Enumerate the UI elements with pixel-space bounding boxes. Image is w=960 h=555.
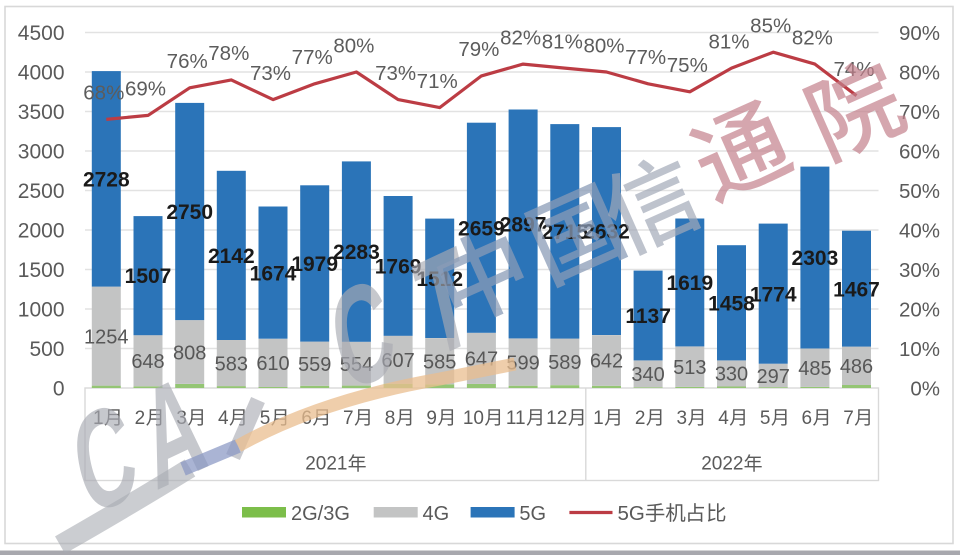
svg-text:85%: 85%	[750, 15, 791, 38]
svg-text:78%: 78%	[208, 42, 249, 65]
svg-text:4G: 4G	[423, 503, 450, 525]
svg-text:2142: 2142	[208, 245, 255, 268]
svg-text:297: 297	[757, 366, 790, 388]
svg-text:5: 5	[260, 408, 271, 429]
svg-text:585: 585	[423, 352, 456, 374]
svg-text:1674: 1674	[250, 262, 297, 285]
svg-text:5G: 5G	[618, 502, 645, 525]
svg-text:2500: 2500	[18, 180, 65, 203]
svg-text:4: 4	[218, 408, 229, 429]
svg-text:0%: 0%	[910, 377, 940, 400]
svg-text:554: 554	[340, 354, 373, 376]
svg-text:583: 583	[215, 353, 248, 375]
svg-text:1254: 1254	[84, 326, 129, 348]
svg-text:82%: 82%	[500, 26, 541, 49]
svg-text:30%: 30%	[899, 259, 940, 282]
svg-text:559: 559	[298, 354, 331, 376]
svg-text:2659: 2659	[458, 217, 505, 240]
svg-text:3000: 3000	[18, 141, 65, 164]
svg-text:12: 12	[546, 408, 567, 429]
svg-text:3500: 3500	[18, 101, 65, 124]
svg-text:1458: 1458	[708, 292, 755, 315]
svg-text:2021: 2021	[305, 454, 347, 475]
svg-text:1500: 1500	[18, 259, 65, 282]
svg-text:2750: 2750	[166, 201, 213, 224]
svg-text:4000: 4000	[18, 62, 65, 85]
svg-text:340: 340	[631, 364, 664, 386]
svg-text:69%: 69%	[125, 78, 166, 101]
svg-text:500: 500	[29, 338, 64, 361]
svg-text:485: 485	[798, 358, 831, 380]
svg-text:648: 648	[131, 351, 164, 373]
svg-text:7: 7	[843, 408, 854, 429]
svg-text:486: 486	[840, 356, 873, 378]
svg-text:79%: 79%	[458, 38, 499, 61]
svg-text:1137: 1137	[625, 305, 671, 328]
svg-text:1979: 1979	[291, 253, 338, 276]
svg-text:808: 808	[173, 342, 206, 364]
svg-text:6: 6	[802, 408, 813, 429]
svg-text:1000: 1000	[18, 299, 65, 322]
svg-text:8: 8	[385, 408, 396, 429]
svg-text:80%: 80%	[583, 34, 624, 57]
svg-text:75%: 75%	[667, 54, 708, 77]
svg-text:11: 11	[506, 408, 526, 429]
svg-text:2G/3G: 2G/3G	[291, 503, 350, 525]
svg-text:0: 0	[53, 378, 65, 401]
svg-text:60%: 60%	[899, 140, 940, 163]
svg-text:2: 2	[135, 408, 146, 429]
svg-text:2000: 2000	[18, 220, 65, 243]
svg-text:3: 3	[677, 408, 688, 429]
svg-text:80%: 80%	[899, 61, 940, 84]
svg-text:71%: 71%	[417, 70, 458, 93]
svg-text:73%: 73%	[375, 62, 416, 85]
svg-text:81%: 81%	[542, 30, 583, 53]
svg-text:2728: 2728	[83, 168, 130, 191]
svg-text:642: 642	[590, 351, 623, 373]
svg-text:610: 610	[256, 353, 289, 375]
svg-text:1: 1	[93, 408, 104, 429]
svg-text:7: 7	[343, 408, 354, 429]
svg-text:513: 513	[673, 357, 706, 379]
svg-text:10%: 10%	[899, 338, 940, 361]
svg-text:4: 4	[718, 408, 729, 429]
svg-text:3: 3	[176, 408, 187, 429]
svg-text:1467: 1467	[833, 278, 880, 301]
svg-text:4500: 4500	[18, 22, 65, 45]
svg-text:77%: 77%	[292, 46, 333, 69]
svg-text:9: 9	[426, 408, 437, 429]
svg-text:1774: 1774	[750, 283, 797, 306]
svg-text:330: 330	[715, 364, 748, 386]
svg-text:607: 607	[381, 350, 414, 372]
svg-text:68%: 68%	[83, 82, 124, 105]
svg-text:1507: 1507	[125, 265, 172, 288]
svg-text:80%: 80%	[333, 34, 374, 57]
svg-text:20%: 20%	[899, 298, 940, 321]
svg-text:2283: 2283	[333, 241, 380, 264]
svg-text:40%: 40%	[899, 219, 940, 242]
svg-text:1619: 1619	[666, 272, 713, 295]
svg-text:2: 2	[635, 408, 646, 429]
svg-text:90%: 90%	[899, 22, 940, 45]
svg-text:5G: 5G	[519, 503, 546, 525]
svg-text:2022: 2022	[701, 454, 743, 475]
svg-text:1769: 1769	[375, 255, 422, 278]
svg-text:81%: 81%	[708, 30, 749, 53]
svg-text:5: 5	[760, 408, 771, 429]
svg-text:1: 1	[593, 408, 604, 429]
svg-text:50%: 50%	[899, 180, 940, 203]
svg-text:70%: 70%	[899, 101, 940, 124]
svg-text:10: 10	[463, 408, 484, 429]
svg-text:589: 589	[548, 352, 581, 374]
svg-text:82%: 82%	[792, 26, 833, 49]
svg-text:76%: 76%	[167, 50, 208, 73]
svg-text:77%: 77%	[625, 46, 666, 69]
svg-text:73%: 73%	[250, 62, 291, 85]
svg-text:2303: 2303	[792, 247, 839, 270]
